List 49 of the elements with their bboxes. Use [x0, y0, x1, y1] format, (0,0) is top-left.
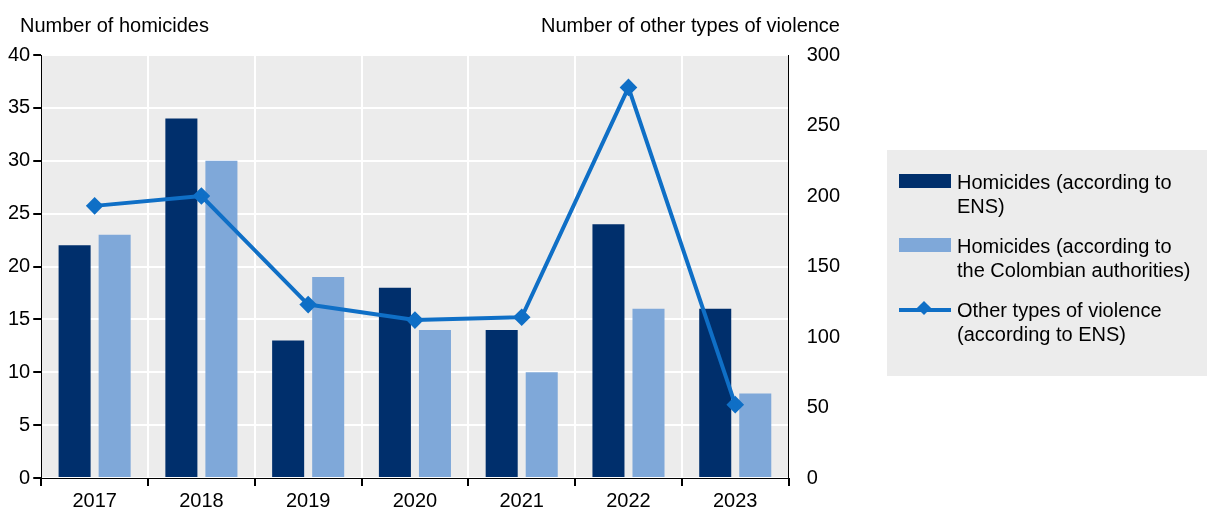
legend-label: Homicides (according to the Colombian authorities): [957, 234, 1192, 282]
y-tick-label: 0: [19, 465, 31, 488]
point: [86, 197, 103, 214]
x-tick-label: 2017: [72, 488, 117, 511]
y-tick-label: 20: [8, 254, 31, 277]
point: [620, 79, 637, 96]
point: [513, 309, 530, 326]
y-axis-title: Number of homicides: [20, 13, 209, 36]
y2-tick-label: 100: [806, 324, 841, 347]
y2-tick-label: 250: [806, 113, 841, 136]
bar: [739, 393, 772, 477]
x-tick-label: 2023: [713, 488, 758, 511]
bar: [525, 372, 558, 477]
x-tick-label: 2020: [392, 488, 438, 511]
y2-tick-label: 200: [806, 183, 841, 206]
bar: [632, 308, 665, 477]
legend-label: Other types of violence (according to ENS): [957, 298, 1163, 346]
x-tick-label: 2022: [606, 488, 651, 511]
y-tick-label: 5: [19, 412, 31, 435]
bar: [592, 224, 625, 477]
y2-tick-label: 150: [806, 254, 841, 277]
bar: [418, 329, 451, 477]
point: [300, 296, 317, 313]
bar: [378, 287, 411, 477]
y-tick-label: 35: [8, 95, 31, 118]
bar: [312, 277, 345, 477]
bar: [272, 340, 305, 477]
y-tick-label: 30: [8, 148, 31, 171]
x-tick-label: 2019: [285, 488, 331, 511]
legend-label: Homicides (according to ENS): [957, 170, 1173, 218]
bar: [165, 118, 198, 477]
y-tick-label: 15: [8, 306, 31, 329]
bar: [485, 329, 518, 477]
point: [727, 396, 744, 413]
bar: [699, 308, 732, 477]
y2-tick-label: 0: [806, 465, 818, 488]
point: [406, 312, 423, 329]
y2-tick-label: 50: [806, 395, 829, 418]
y-tick-label: 10: [8, 359, 31, 382]
y2-axis-title: Number of other types of violence: [540, 13, 840, 36]
x-tick-label: 2018: [179, 488, 224, 511]
y2-tick-label: 300: [806, 42, 841, 65]
y-tick-label: 25: [8, 201, 31, 224]
bar: [205, 160, 238, 477]
y-tick-label: 40: [8, 42, 31, 65]
bar: [58, 245, 91, 477]
bar: [98, 234, 131, 477]
x-tick-label: 2021: [499, 488, 544, 511]
point: [193, 188, 210, 204]
